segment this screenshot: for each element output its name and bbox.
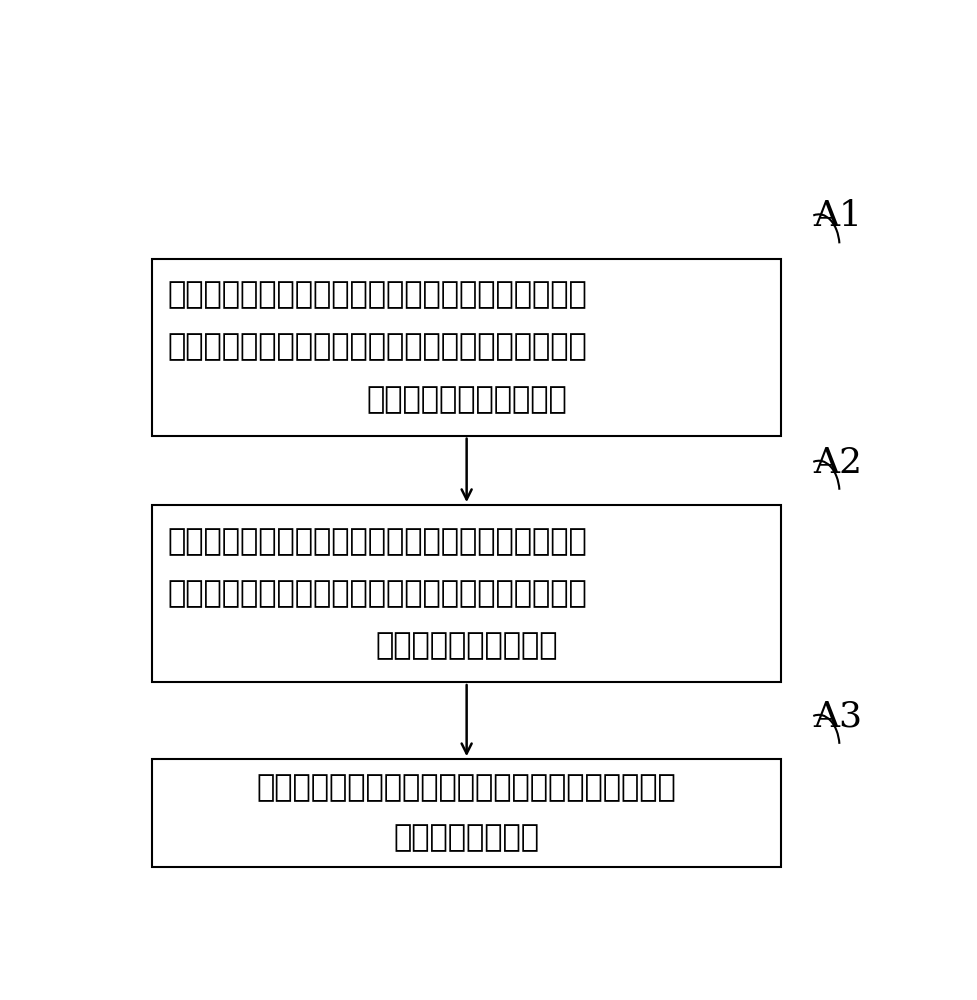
Text: 当确定所述目标动力电池的当前工作状态发生异常时: 当确定所述目标动力电池的当前工作状态发生异常时 [257,773,676,802]
Text: 通过传感器采集与目标动力电池的当前工作参数相关: 通过传感器采集与目标动力电池的当前工作参数相关 [168,280,587,309]
Text: A2: A2 [813,446,862,480]
Text: 联的信号，并随之基于该信号计算所述目标动力电池: 联的信号，并随之基于该信号计算所述目标动力电池 [168,333,587,362]
Text: 动力电池的当前工作参数的实际值来评估所述目标动: 动力电池的当前工作参数的实际值来评估所述目标动 [168,579,587,608]
Text: A3: A3 [813,700,863,734]
Text: A1: A1 [813,199,862,233]
Bar [152,759,781,867]
Text: 力电池的当前工作状态: 力电池的当前工作状态 [375,631,558,660]
Bar [152,259,781,436]
Text: 的当前工作参数的估计值: 的当前工作参数的估计值 [366,385,567,414]
Text: 基于所述估计值以及另外的传感器所采集的所述目标: 基于所述估计值以及另外的传感器所采集的所述目标 [168,527,587,556]
Text: 触发故障处理操作: 触发故障处理操作 [394,824,539,853]
Bar [152,505,781,682]
